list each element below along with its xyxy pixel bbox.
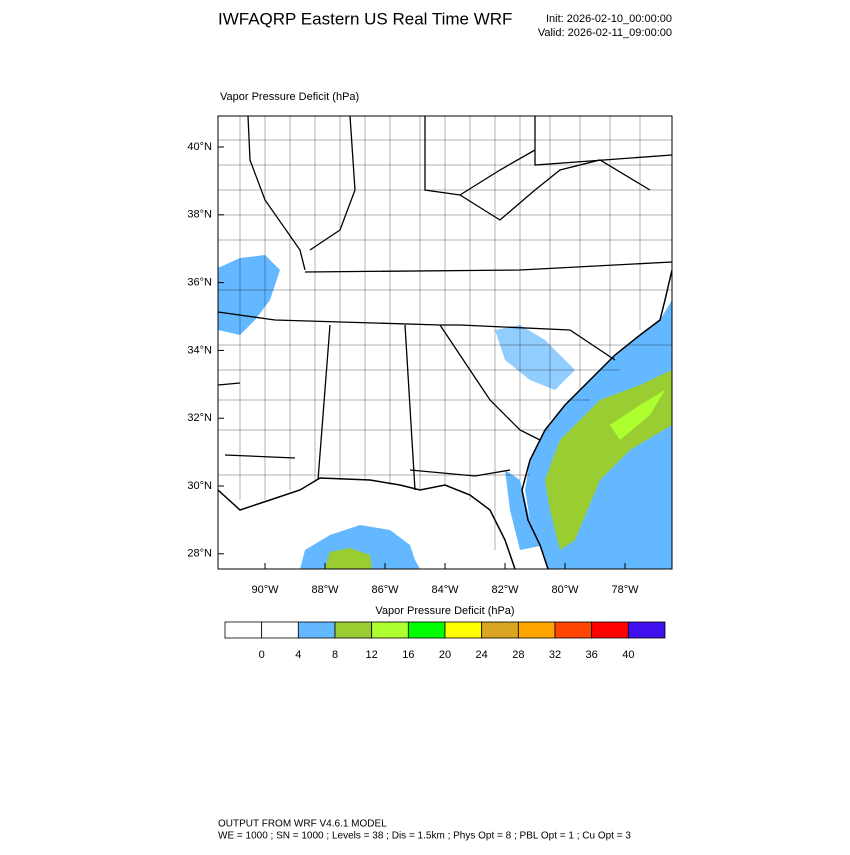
lat-label: 34°N	[187, 344, 212, 356]
colorbar-box	[371, 621, 409, 639]
lat-label: 32°N	[187, 412, 212, 424]
vpd-band-2	[610, 390, 665, 440]
colorbar-box	[627, 621, 666, 639]
colorbar-label: 32	[549, 649, 561, 661]
lat-label: 40°N	[187, 141, 212, 153]
init-time: Init: 2026-02-10_00:00:00	[546, 13, 672, 25]
lon-label: 82°W	[491, 584, 519, 596]
map-label: Vapor Pressure Deficit (hPa)	[220, 91, 359, 103]
colorbar-box	[261, 621, 299, 639]
florida-vpd	[505, 470, 545, 550]
lat-label: 28°N	[187, 548, 212, 560]
colorbar-label: 28	[512, 649, 524, 661]
colorbar-box	[407, 621, 446, 639]
colorbar-box	[554, 621, 593, 639]
colorbar-box	[297, 621, 336, 639]
title: IWFAQRP Eastern US Real Time WRF	[218, 9, 512, 28]
colorbar-label: 4	[295, 649, 301, 661]
lon-label: 80°W	[551, 584, 579, 596]
lat-label: 36°N	[187, 277, 212, 289]
county-borders	[218, 116, 672, 550]
colorbar-label: 12	[366, 649, 378, 661]
lon-label: 86°W	[371, 584, 399, 596]
state-borders	[218, 116, 672, 491]
colorbar-label: 20	[439, 649, 451, 661]
footer-line: OUTPUT FROM WRF V4.6.1 MODEL	[218, 819, 387, 830]
colorbar-label: 0	[259, 649, 265, 661]
lon-label: 88°W	[311, 584, 339, 596]
colorbar: 0 4 8 12 16 20 24 28 32 36 40	[224, 621, 666, 661]
lat-label: 38°N	[187, 209, 212, 221]
colorbar-label: 40	[622, 649, 634, 661]
gulf-vpd-2	[325, 548, 372, 569]
colorbar-label: 36	[586, 649, 598, 661]
lon-label: 78°W	[611, 584, 639, 596]
lon-label: 90°W	[251, 584, 279, 596]
valid-time: Valid: 2026-02-11_09:00:00	[538, 27, 672, 39]
colorbar-box	[481, 621, 519, 639]
lat-label: 30°N	[187, 480, 212, 492]
arkansas-vpd	[218, 255, 280, 335]
colorbar-box	[224, 621, 263, 639]
colorbar-box	[444, 621, 483, 639]
colorbar-box	[517, 621, 556, 639]
gulf-coast	[218, 477, 516, 569]
colorbar-label: 16	[402, 649, 414, 661]
coastline	[521, 269, 672, 569]
map: 40°N 38°N 36°N 34°N 32°N 30°N 28°N 90°W 88°W 86°W…	[187, 115, 673, 596]
colorbar-label: 24	[476, 649, 488, 661]
lon-label: 84°W	[431, 584, 459, 596]
colorbar-label: 8	[332, 649, 338, 661]
colorbar-title: Vapor Pressure Deficit (hPa)	[375, 605, 514, 617]
carolina-vpd	[495, 325, 575, 390]
colorbar-box	[591, 621, 629, 639]
footer-line: WE = 1000 ; SN = 1000 ; Levels = 38 ; Di…	[218, 831, 631, 842]
colorbar-box	[334, 621, 373, 639]
